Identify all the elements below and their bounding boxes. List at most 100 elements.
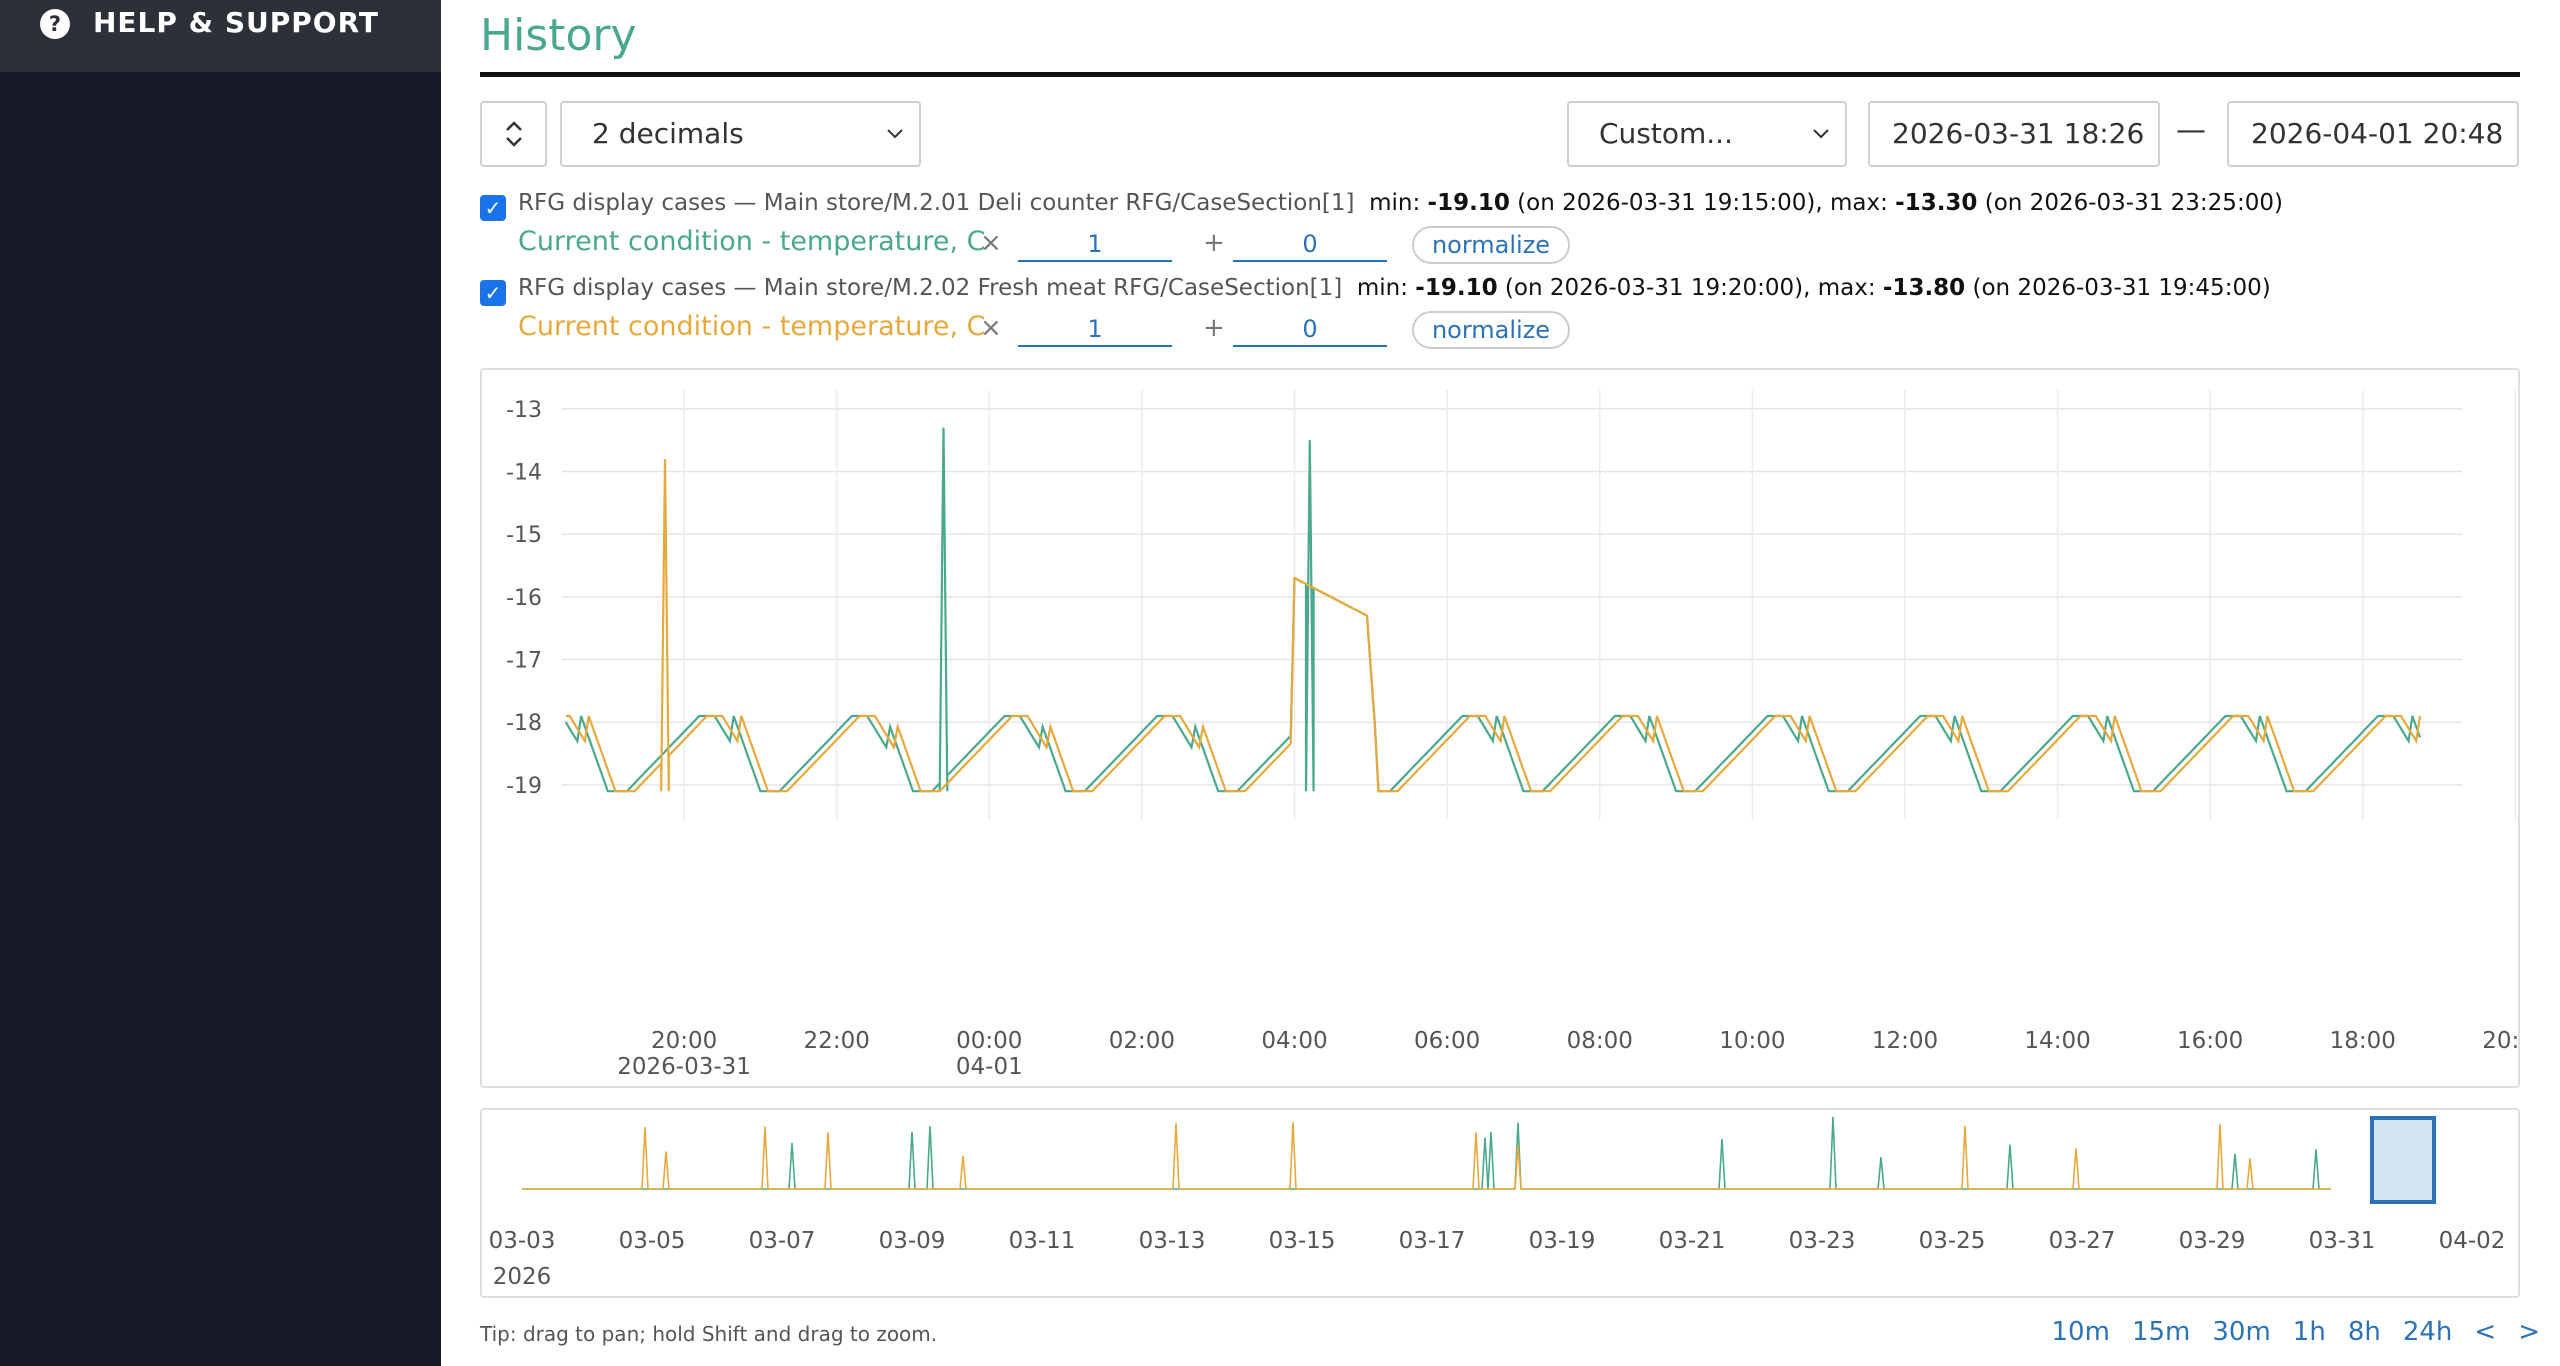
main-content: History 2 decimals Custom... 2026-03-31 …: [441, 0, 2560, 1366]
x-tick-label: 20:00: [2482, 1028, 2518, 1054]
x-tick-label: 22:00: [804, 1028, 870, 1054]
x-tick-label: 12:00: [1872, 1028, 1938, 1054]
y-tick-label: -16: [506, 586, 542, 611]
sidebar-item-help-support[interactable]: ? HELP & SUPPORT: [0, 0, 441, 72]
series-max-label: max:: [1829, 190, 1888, 216]
series-path: RFG display cases — Main store/M.2.02 Fr…: [518, 275, 1343, 301]
navigator-series-1: [522, 1116, 2331, 1190]
x-tick-label: 18:00: [2330, 1028, 2396, 1054]
series-name: Current condition - temperature, C: [518, 311, 986, 342]
date-from-input[interactable]: 2026-03-31 18:26: [1868, 101, 2160, 167]
history-chart-svg[interactable]: -13 -14 -15 -16 -17 -18 -19 20:00 22:00 00:00 02:0…: [482, 370, 2549, 1086]
navigator-tick-label: 03-21: [1659, 1228, 1726, 1254]
series-checkbox[interactable]: ✓: [480, 280, 506, 306]
range-select-value: Custom...: [1599, 117, 1733, 150]
offset-input[interactable]: 0: [1233, 313, 1387, 347]
normalize-button[interactable]: normalize: [1412, 226, 1570, 264]
sidebar: ? HELP & SUPPORT: [0, 0, 441, 1366]
sort-updown-icon: [505, 121, 522, 147]
quick-range-24h[interactable]: 24h: [2402, 1317, 2453, 1347]
navigator-tick-label: 03-05: [619, 1228, 686, 1254]
series-max-time: (on 2026-03-31 23:25:00): [1984, 190, 2283, 216]
multiply-sign: ×: [980, 313, 1002, 343]
navigator-tick-label: 03-23: [1789, 1228, 1856, 1254]
navigator-tick-label: 03-03: [489, 1228, 556, 1254]
navigator-chart[interactable]: 03-03 03-05 03-07 03-09 03-11 03-13 03-15 03-17…: [480, 1108, 2520, 1298]
decimals-select[interactable]: 2 decimals: [560, 101, 921, 167]
x-tick-label: 14:00: [2024, 1028, 2090, 1054]
series-name: Current condition - temperature, C: [518, 226, 986, 257]
series-info: RFG display cases — Main store/M.2.01 De…: [518, 190, 2283, 216]
x-tick-label: 04:00: [1261, 1028, 1327, 1054]
series-line-1: [564, 427, 2422, 793]
series-min-time: (on 2026-03-31 19:20:00),: [1504, 275, 1811, 301]
x-tick-label: 20:00: [651, 1028, 717, 1054]
series-line-2: [565, 458, 2422, 793]
navigator-tick-label: 03-27: [2049, 1228, 2116, 1254]
series-max-value: -13.30: [1895, 190, 1978, 216]
decimals-select-value: 2 decimals: [592, 117, 744, 150]
question-circle-icon: ?: [40, 9, 70, 39]
multiply-sign: ×: [980, 228, 1002, 258]
navigator-tick-label: 03-13: [1139, 1228, 1206, 1254]
series-path: RFG display cases — Main store/M.2.01 De…: [518, 190, 1355, 216]
title-divider: [480, 72, 2520, 77]
offset-input[interactable]: 0: [1233, 228, 1387, 262]
y-tick-label: -17: [506, 649, 542, 674]
x-tick-label: 06:00: [1414, 1028, 1480, 1054]
plus-sign: +: [1203, 313, 1225, 343]
series-checkbox[interactable]: ✓: [480, 195, 506, 221]
y-tick-label: -19: [506, 774, 542, 799]
range-select[interactable]: Custom...: [1567, 101, 1847, 167]
navigator-tick-label: 03-29: [2179, 1228, 2246, 1254]
chevron-down-icon: [1813, 129, 1829, 139]
sort-order-button[interactable]: [480, 101, 547, 167]
navigator-tick-label: 03-19: [1529, 1228, 1596, 1254]
navigator-svg[interactable]: 03-03 03-05 03-07 03-09 03-11 03-13 03-15 03-17…: [482, 1110, 2518, 1296]
navigator-selection-window[interactable]: [2370, 1116, 2436, 1204]
navigator-tick-label: 03-25: [1919, 1228, 1986, 1254]
series-max-time: (on 2026-03-31 19:45:00): [1972, 275, 2271, 301]
quick-range-30m[interactable]: 30m: [2212, 1317, 2271, 1347]
series-info: RFG display cases — Main store/M.2.02 Fr…: [518, 275, 2271, 301]
x-date-label: 2026-03-31: [617, 1054, 751, 1080]
history-chart[interactable]: -13 -14 -15 -16 -17 -18 -19 20:00 22:00 00:00 02:0…: [480, 368, 2549, 1088]
navigator-tick-label: 03-11: [1009, 1228, 1076, 1254]
x-tick-label: 02:00: [1109, 1028, 1175, 1054]
navigator-tick-label: 03-07: [749, 1228, 816, 1254]
normalize-button[interactable]: normalize: [1412, 311, 1570, 349]
multiplier-input[interactable]: 1: [1018, 228, 1172, 262]
quick-range-15m[interactable]: 15m: [2131, 1317, 2191, 1347]
quick-range-bar: 10m 15m 30m 1h 8h 24h < >: [2052, 1317, 2540, 1347]
date-separator: —: [2176, 113, 2206, 148]
x-tick-label: 08:00: [1567, 1028, 1633, 1054]
page-title: History: [480, 10, 637, 61]
navigator-tick-label: 04-02: [2439, 1228, 2506, 1254]
series-min-value: -19.10: [1427, 190, 1510, 216]
navigator-tick-label: 03-31: [2309, 1228, 2376, 1254]
quick-range-next[interactable]: >: [2518, 1317, 2540, 1347]
x-date-label: 04-01: [956, 1054, 1023, 1080]
series-min-label: min:: [1356, 275, 1408, 301]
y-tick-label: -13: [506, 398, 542, 423]
x-tick-label: 00:00: [956, 1028, 1022, 1054]
quick-range-1h[interactable]: 1h: [2292, 1317, 2326, 1347]
series-max-value: -13.80: [1882, 275, 1966, 301]
quick-range-8h[interactable]: 8h: [2347, 1317, 2381, 1347]
navigator-series-2: [522, 1122, 2331, 1190]
navigator-tick-label: 03-09: [879, 1228, 946, 1254]
multiplier-input[interactable]: 1: [1018, 313, 1172, 347]
series-min-label: min:: [1369, 190, 1421, 216]
series-min-time: (on 2026-03-31 19:15:00),: [1517, 190, 1823, 216]
y-tick-label: -18: [506, 711, 542, 736]
quick-range-prev[interactable]: <: [2474, 1317, 2497, 1347]
navigator-tick-label: 03-17: [1399, 1228, 1466, 1254]
sidebar-item-label: HELP & SUPPORT: [93, 6, 379, 39]
y-tick-label: -14: [506, 460, 542, 485]
quick-range-10m[interactable]: 10m: [2051, 1317, 2110, 1347]
date-to-input[interactable]: 2026-04-01 20:48: [2227, 101, 2519, 167]
navigator-tick-label: 03-15: [1269, 1228, 1336, 1254]
x-tick-label: 16:00: [2177, 1028, 2243, 1054]
series-min-value: -19.10: [1415, 275, 1498, 301]
tip-text: Tip: drag to pan; hold Shift and drag to…: [480, 1322, 938, 1346]
